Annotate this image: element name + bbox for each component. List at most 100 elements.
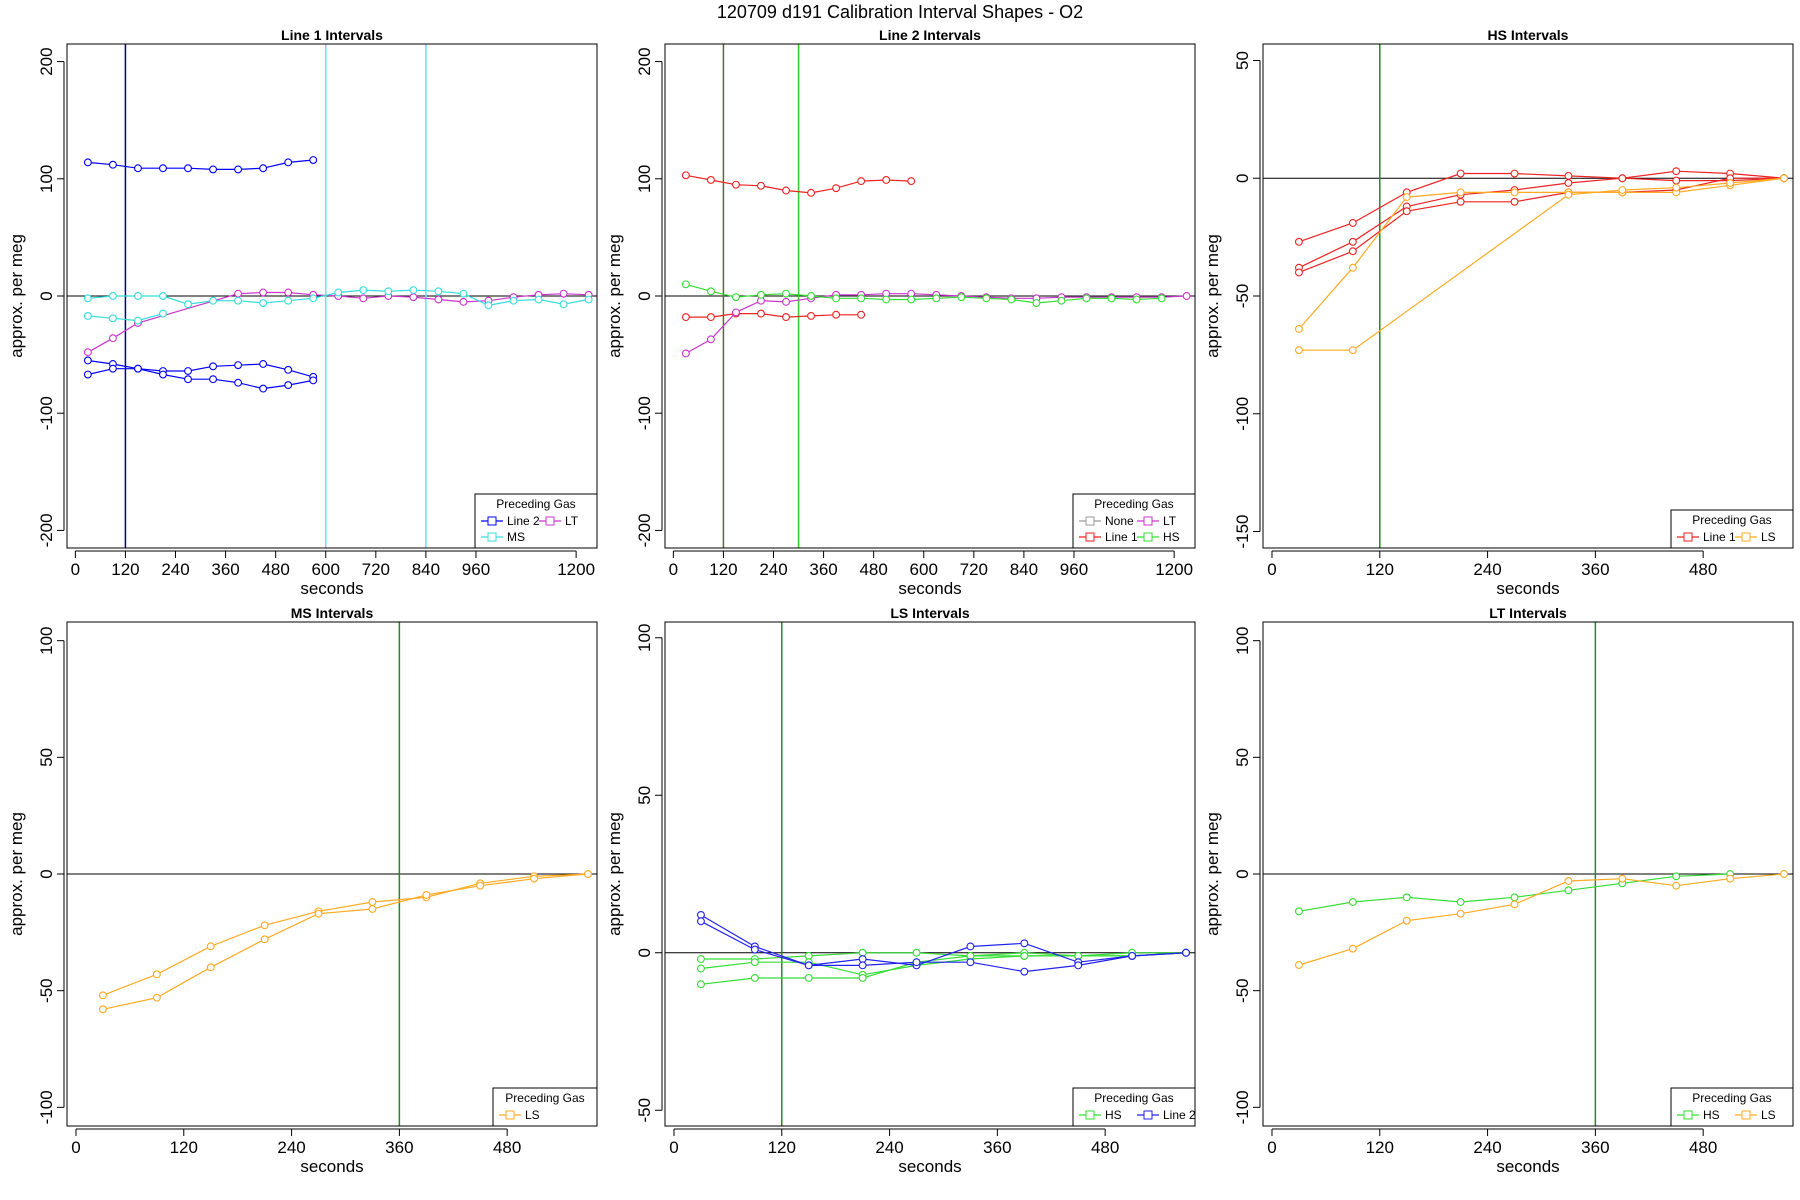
data-point — [1564, 190, 1573, 199]
data-point — [108, 160, 117, 169]
panel-title: MS Intervals — [291, 605, 374, 621]
y-tick-label: -100 — [37, 1090, 56, 1124]
series-line — [102, 873, 589, 1010]
panel-title: Line 2 Intervals — [879, 27, 981, 43]
data-point — [259, 299, 268, 307]
x-tick-label: 360 — [983, 1138, 1011, 1157]
legend-entry: MS — [481, 530, 525, 544]
series-line — [1298, 170, 1785, 243]
data-point — [209, 375, 218, 384]
data-point — [966, 958, 975, 967]
legend-entry: HS — [1137, 530, 1180, 544]
data-point — [1456, 898, 1465, 906]
legend-marker — [1741, 532, 1751, 542]
series-line-1 — [1294, 174, 1788, 277]
series-line-2 — [83, 364, 318, 393]
data-point — [559, 289, 568, 298]
data-point — [1456, 169, 1465, 178]
data-point — [1672, 872, 1681, 881]
series-hs — [696, 948, 1190, 979]
legend-marker — [1683, 532, 1693, 542]
data-point — [260, 935, 269, 944]
legend-label: None — [1105, 514, 1134, 528]
series-ls — [1294, 174, 1788, 355]
data-point — [368, 898, 377, 906]
data-point — [696, 964, 705, 973]
series-ls — [1294, 174, 1788, 333]
data-point — [159, 164, 167, 173]
data-point — [530, 874, 539, 883]
data-point — [782, 186, 790, 195]
plot-frame — [66, 621, 598, 1127]
chart-panel-5: LS Intervals 0 120 240 360 480 seconds -50 0 50 10… — [605, 605, 1196, 1176]
data-point — [782, 313, 790, 322]
legend-entry: HS — [1079, 1108, 1122, 1122]
legend-title: Preceding Gas — [505, 1091, 584, 1105]
data-point — [1182, 292, 1191, 300]
series-line — [102, 873, 589, 996]
x-tick-label: 0 — [1267, 1138, 1276, 1157]
series-line — [87, 313, 164, 322]
y-tick-label: 50 — [635, 786, 654, 805]
legend: Preceding Gas Line 2 LT MS — [474, 493, 598, 549]
data-point — [1132, 295, 1141, 304]
data-point — [1032, 299, 1041, 307]
data-point — [1007, 295, 1016, 304]
data-point — [368, 905, 377, 913]
chart-panel-2: Line 2 Intervals 0 120 240 360 480 600 720 840 96… — [605, 27, 1196, 598]
legend-entry: Line 2 — [481, 514, 540, 528]
y-tick-label: 100 — [635, 165, 654, 193]
data-point — [750, 958, 759, 967]
legend: Preceding Gas HS LS — [1670, 1087, 1794, 1127]
data-point — [1402, 916, 1411, 925]
x-tick-label: 240 — [1473, 560, 1501, 579]
series-hs — [681, 280, 1166, 307]
data-point — [209, 362, 218, 371]
data-point — [706, 335, 715, 344]
legend-label: Line 2 — [1163, 1108, 1196, 1122]
legend-title: Preceding Gas — [496, 497, 575, 511]
data-point — [409, 286, 418, 295]
x-axis-label: seconds — [898, 1157, 961, 1176]
data-point — [912, 948, 921, 957]
data-point — [1510, 188, 1519, 197]
y-tick-label: -50 — [1233, 284, 1252, 309]
x-tick-label: 240 — [277, 1138, 305, 1157]
y-tick-label: 50 — [1233, 51, 1252, 70]
data-point — [152, 970, 161, 979]
legend: Preceding Gas HS Line 2 — [1072, 1087, 1196, 1127]
data-point — [782, 289, 790, 298]
data-point — [782, 297, 790, 306]
data-point — [804, 961, 813, 970]
x-tick-label: 960 — [462, 560, 490, 579]
chart-panel-1: Line 1 Intervals 0 120 240 360 480 600 720 840 96… — [7, 27, 598, 598]
data-point — [731, 180, 740, 189]
x-tick-label: 120 — [170, 1138, 198, 1157]
data-point — [83, 370, 92, 379]
x-tick-label: 240 — [759, 560, 787, 579]
legend-title: Preceding Gas — [1094, 1091, 1173, 1105]
y-tick-label: 0 — [635, 291, 654, 300]
data-point — [1294, 961, 1303, 969]
data-point — [696, 955, 705, 963]
series-line — [1298, 177, 1784, 273]
data-point — [284, 288, 293, 297]
x-tick-label: 360 — [1581, 560, 1609, 579]
data-point — [1294, 237, 1303, 246]
legend-marker — [545, 516, 555, 526]
data-point — [1294, 268, 1303, 277]
data-point — [108, 292, 117, 300]
legend-marker — [1683, 1110, 1693, 1120]
data-point — [152, 993, 161, 1002]
x-tick-label: 600 — [910, 560, 938, 579]
data-point — [1020, 951, 1029, 960]
x-axis: 0 120 240 360 480 — [71, 1128, 521, 1157]
legend-label: LS — [1761, 1108, 1776, 1122]
x-axis-label: seconds — [300, 1157, 363, 1176]
legend-entry: LT — [539, 514, 579, 528]
y-tick-label: 0 — [635, 948, 654, 957]
data-point — [1057, 296, 1066, 305]
data-point — [159, 370, 167, 379]
series-ms — [83, 286, 593, 310]
data-point — [832, 310, 841, 319]
